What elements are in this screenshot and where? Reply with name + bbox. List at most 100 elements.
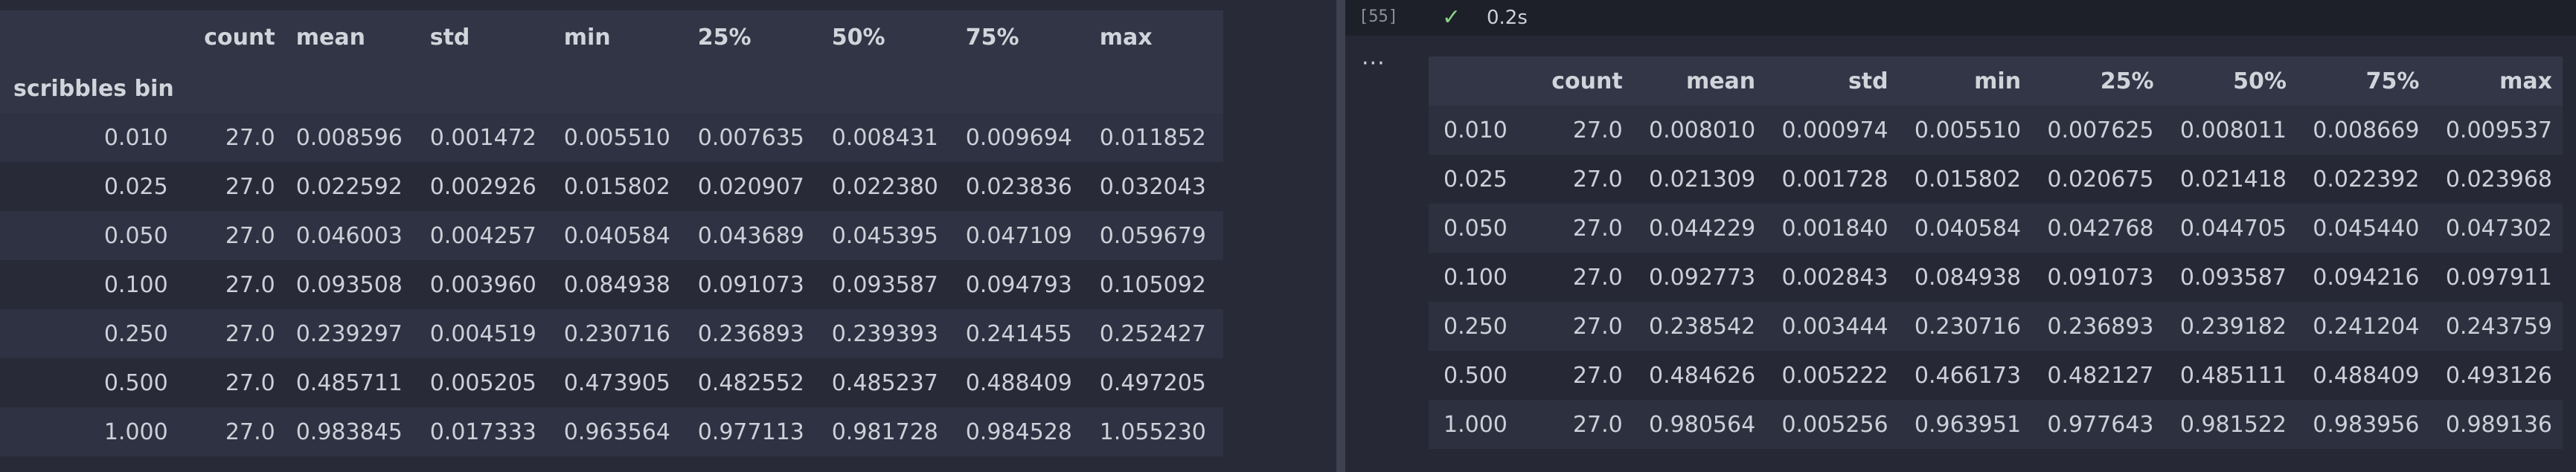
table-cell: 0.493126: [2445, 362, 2552, 389]
right-table-body: 0.010 27.0 0.008010 0.000974 0.005510 0.00762…: [1429, 106, 2563, 449]
column-header: max: [1099, 24, 1153, 51]
table-cell: 0.001840: [1781, 215, 1888, 242]
table-cell: 0.015802: [1914, 166, 2022, 193]
table-cell: 0.484626: [1649, 362, 1756, 389]
row-index-label: 0.010: [103, 124, 168, 151]
table-cell: 0.032043: [1099, 173, 1206, 200]
table-cell: 0.021418: [2179, 166, 2287, 193]
row-index-label: 0.250: [103, 320, 168, 347]
describe-table-left: count mean std min 25% 50% 75% max scrib…: [0, 10, 1223, 456]
table-row: 0.050 27.0 0.046003 0.004257 0.040584 0.04368…: [0, 211, 1223, 260]
table-cell: 0.023836: [965, 173, 1072, 200]
table-cell: 27.0: [225, 369, 275, 396]
column-header-row: count mean std min 25% 50% 75% max: [0, 10, 1223, 64]
table-cell: 27.0: [1572, 313, 1623, 340]
row-index-label: 0.025: [1444, 166, 1508, 193]
table-cell: 0.977643: [2047, 411, 2154, 438]
table-cell: 0.047109: [965, 222, 1072, 249]
table-cell: 0.008010: [1649, 117, 1756, 143]
table-cell: 0.230716: [1914, 313, 2022, 340]
table-row: 1.000 27.0 0.980564 0.005256 0.963951 0.97764…: [1429, 400, 2563, 449]
table-cell: 0.981522: [2179, 411, 2287, 438]
table-cell: 0.003960: [429, 271, 536, 298]
column-header: 75%: [2365, 68, 2420, 94]
row-index-label: 0.025: [103, 173, 168, 200]
table-cell: 0.004257: [429, 222, 536, 249]
table-cell: 27.0: [225, 222, 275, 249]
table-cell: 27.0: [1572, 215, 1623, 242]
table-cell: 0.094793: [965, 271, 1072, 298]
table-cell: 0.984528: [965, 418, 1072, 445]
column-header: max: [2499, 68, 2552, 94]
index-name-header: scribbles bin: [13, 75, 174, 102]
table-cell: 0.008669: [2313, 117, 2420, 143]
table-cell: 0.488409: [2313, 362, 2420, 389]
left-table-body: 0.010 27.0 0.008596 0.001472 0.005510 0.00763…: [0, 113, 1223, 456]
table-row: 0.250 27.0 0.239297 0.004519 0.230716 0.23689…: [0, 309, 1223, 358]
header-blank-cell: [1429, 56, 1537, 106]
table-cell: 0.023968: [2445, 166, 2552, 193]
table-cell: 0.005256: [1781, 411, 1888, 438]
row-index-label: 1.000: [1444, 411, 1508, 438]
table-cell: 0.009537: [2445, 117, 2552, 143]
column-header: 75%: [965, 24, 1019, 51]
table-cell: 0.983845: [295, 418, 403, 445]
table-cell: 0.007625: [2047, 117, 2154, 143]
describe-table-right: count mean std min 25% 50% 75% max 0.010…: [1429, 56, 2563, 449]
cell-status-bar: [55] ✓ 0.2s: [1345, 0, 2576, 36]
row-index-label: 0.500: [103, 369, 168, 396]
table-cell: 0.983956: [2313, 411, 2420, 438]
table-row: 0.100 27.0 0.092773 0.002843 0.084938 0.09107…: [1429, 253, 2563, 302]
table-cell: 0.093587: [831, 271, 938, 298]
table-cell: 0.047302: [2445, 215, 2552, 242]
table-cell: 0.001472: [429, 124, 536, 151]
table-cell: 0.482127: [2047, 362, 2154, 389]
column-header: count: [204, 24, 275, 51]
table-cell: 0.005510: [563, 124, 670, 151]
panel-splitter[interactable]: [1336, 0, 1345, 472]
table-cell: 0.238542: [1649, 313, 1756, 340]
table-cell: 0.980564: [1649, 411, 1756, 438]
table-cell: 0.043689: [697, 222, 804, 249]
column-header: min: [1974, 68, 2022, 94]
table-cell: 0.473905: [563, 369, 670, 396]
row-index-label: 0.050: [1444, 215, 1508, 242]
table-cell: 0.091073: [697, 271, 804, 298]
column-header: std: [1848, 68, 1888, 94]
table-cell: 0.005510: [1914, 117, 2022, 143]
table-cell: 0.466173: [1914, 362, 2022, 389]
table-cell: 0.963564: [563, 418, 670, 445]
table-cell: 0.022592: [295, 173, 403, 200]
table-cell: 1.055230: [1099, 418, 1206, 445]
table-cell: 0.008431: [831, 124, 938, 151]
table-cell: 0.485111: [2179, 362, 2287, 389]
table-cell: 0.084938: [1914, 264, 2022, 291]
table-cell: 0.008596: [295, 124, 403, 151]
table-cell: 0.000974: [1781, 117, 1888, 143]
right-output-panel: [55] ✓ 0.2s ··· count mean std min 25% 5…: [1345, 0, 2576, 472]
table-cell: 0.046003: [295, 222, 403, 249]
table-cell: 27.0: [225, 320, 275, 347]
column-header: mean: [295, 24, 365, 51]
table-row: 0.025 27.0 0.021309 0.001728 0.015802 0.02067…: [1429, 155, 2563, 204]
table-cell: 0.230716: [563, 320, 670, 347]
table-cell: 27.0: [1572, 362, 1623, 389]
table-cell: 0.239182: [2179, 313, 2287, 340]
table-cell: 0.084938: [563, 271, 670, 298]
column-header: mean: [1685, 68, 1756, 94]
table-cell: 0.097911: [2445, 264, 2552, 291]
table-row: 0.500 27.0 0.484626 0.005222 0.466173 0.48212…: [1429, 351, 2563, 400]
table-cell: 0.040584: [563, 222, 670, 249]
table-cell: 0.241204: [2313, 313, 2420, 340]
table-row: 0.025 27.0 0.022592 0.002926 0.015802 0.02090…: [0, 162, 1223, 211]
table-cell: 0.040584: [1914, 215, 2022, 242]
table-cell: 0.488409: [965, 369, 1072, 396]
table-cell: 0.093508: [295, 271, 403, 298]
table-cell: 0.236893: [697, 320, 804, 347]
row-index-label: 0.050: [103, 222, 168, 249]
table-cell: 0.045440: [2313, 215, 2420, 242]
column-header: 25%: [2100, 68, 2154, 94]
table-cell: 0.002843: [1781, 264, 1888, 291]
table-cell: 0.236893: [2047, 313, 2154, 340]
more-actions-icon[interactable]: ···: [1362, 51, 1385, 77]
